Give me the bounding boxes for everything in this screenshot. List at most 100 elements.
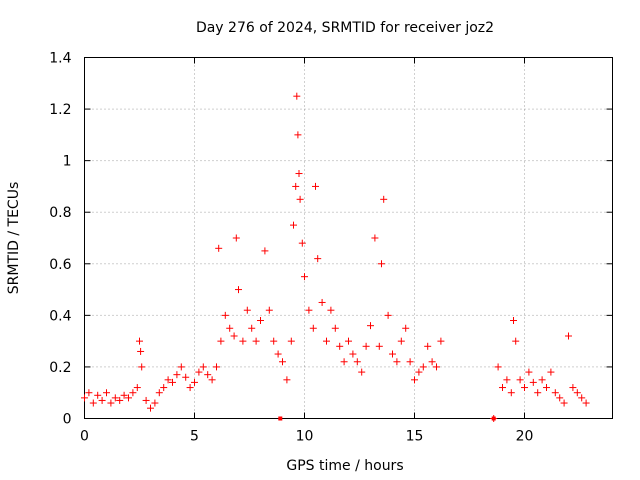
data-point bbox=[147, 404, 154, 412]
data-point bbox=[164, 376, 172, 384]
data-point bbox=[406, 358, 414, 366]
grid-lines bbox=[84, 57, 613, 419]
data-point bbox=[182, 373, 190, 381]
data-point bbox=[138, 363, 146, 371]
data-point bbox=[345, 337, 352, 345]
data-point bbox=[243, 306, 251, 314]
zero-marker bbox=[278, 416, 283, 421]
data-point bbox=[378, 260, 385, 268]
data-point bbox=[265, 306, 273, 314]
data-point bbox=[287, 337, 295, 345]
data-point bbox=[142, 396, 150, 404]
data-point bbox=[510, 317, 517, 325]
data-point bbox=[136, 337, 143, 345]
data-point bbox=[323, 337, 330, 345]
data-point bbox=[419, 363, 427, 371]
data-point bbox=[204, 371, 212, 379]
data-point bbox=[318, 298, 326, 306]
data-point bbox=[314, 255, 322, 263]
data-point bbox=[221, 311, 229, 319]
data-point bbox=[213, 363, 220, 371]
x-tick-label: 0 bbox=[80, 429, 89, 445]
data-point bbox=[309, 324, 317, 332]
data-point bbox=[551, 389, 559, 397]
data-point bbox=[301, 273, 308, 281]
x-tick-label: 20 bbox=[516, 429, 534, 445]
data-point bbox=[137, 347, 145, 355]
data-point bbox=[296, 195, 304, 203]
data-point bbox=[230, 332, 238, 340]
data-point bbox=[331, 324, 339, 332]
data-point bbox=[239, 337, 247, 345]
data-point bbox=[274, 350, 282, 358]
zero-marker bbox=[491, 416, 496, 421]
data-point bbox=[397, 337, 405, 345]
data-point bbox=[534, 389, 542, 397]
data-point bbox=[85, 389, 93, 397]
data-point bbox=[215, 244, 223, 252]
data-point bbox=[507, 389, 515, 397]
data-point bbox=[516, 376, 524, 384]
data-point bbox=[340, 358, 348, 366]
data-point bbox=[292, 182, 300, 190]
data-point bbox=[402, 324, 410, 332]
data-points bbox=[81, 92, 590, 422]
y-tick-label: 1.4 bbox=[49, 51, 71, 67]
data-point bbox=[428, 358, 436, 366]
data-point bbox=[116, 396, 124, 404]
data-point bbox=[367, 322, 374, 330]
data-point bbox=[305, 306, 313, 314]
data-point bbox=[81, 394, 88, 402]
y-axis-label: SRMTID / TECUs bbox=[6, 182, 22, 295]
data-point bbox=[547, 368, 555, 376]
data-point bbox=[151, 399, 159, 407]
axis-ticks: 0 0.2 0.4 0.6 0.8 1 1.2 1.4 0 5 10 15 20 bbox=[49, 51, 613, 445]
data-point bbox=[349, 350, 357, 358]
plot-frame bbox=[84, 57, 613, 419]
data-point bbox=[560, 399, 568, 407]
data-point bbox=[232, 234, 240, 242]
data-point bbox=[424, 342, 432, 350]
data-point bbox=[98, 396, 106, 404]
chart-title: Day 276 of 2024, SRMTID for receiver joz… bbox=[196, 20, 494, 36]
data-point bbox=[133, 384, 141, 392]
data-point bbox=[186, 384, 194, 392]
data-point bbox=[199, 363, 207, 371]
data-point bbox=[565, 332, 572, 340]
data-point bbox=[512, 337, 520, 345]
data-point bbox=[569, 384, 577, 392]
data-point bbox=[89, 399, 97, 407]
x-tick-label: 10 bbox=[296, 429, 314, 445]
data-point bbox=[279, 358, 286, 366]
data-point bbox=[573, 389, 581, 397]
data-point bbox=[129, 389, 137, 397]
data-point bbox=[177, 363, 185, 371]
y-tick-label: 0 bbox=[63, 412, 72, 428]
data-point bbox=[195, 368, 203, 376]
data-point bbox=[389, 350, 396, 358]
data-point bbox=[538, 376, 546, 384]
data-point bbox=[499, 384, 506, 392]
data-point bbox=[411, 376, 418, 384]
data-point bbox=[529, 378, 537, 386]
x-tick-label: 15 bbox=[406, 429, 424, 445]
data-point bbox=[494, 363, 502, 371]
data-point bbox=[384, 311, 392, 319]
data-point bbox=[521, 384, 528, 392]
y-tick-label: 1 bbox=[63, 154, 72, 170]
data-point bbox=[94, 391, 102, 399]
data-point bbox=[298, 239, 306, 247]
data-point bbox=[191, 378, 198, 386]
data-point bbox=[375, 342, 383, 350]
data-point bbox=[257, 317, 264, 325]
y-tick-label: 1.2 bbox=[49, 102, 71, 118]
data-point bbox=[358, 368, 366, 376]
data-point bbox=[353, 358, 361, 366]
data-point bbox=[261, 247, 269, 255]
data-point bbox=[415, 368, 423, 376]
data-point bbox=[283, 376, 291, 384]
data-point bbox=[371, 234, 379, 242]
y-tick-label: 0.6 bbox=[49, 257, 71, 273]
data-point bbox=[525, 368, 533, 376]
data-point bbox=[252, 337, 260, 345]
